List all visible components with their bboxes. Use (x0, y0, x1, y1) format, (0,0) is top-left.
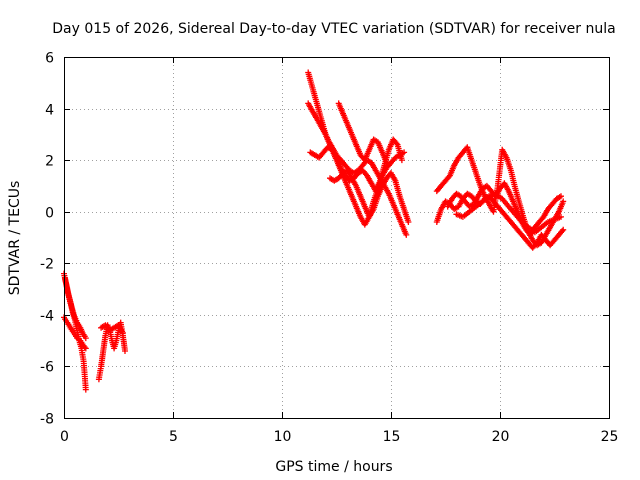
y-axis-label: SDTVAR / TECUs (7, 181, 23, 296)
data-point (393, 140, 400, 147)
y-tick-label: -2 (40, 257, 54, 273)
data-point (119, 329, 126, 336)
grid-lines (64, 57, 609, 418)
y-tick-label: 2 (45, 154, 54, 170)
x-tick-label: 10 (274, 429, 292, 445)
y-tick-label: 6 (45, 51, 54, 67)
data-point (560, 226, 567, 233)
y-tick-label: -6 (40, 360, 54, 376)
y-tick-labels: -8 -6 -4 -2 0 2 4 6 (40, 51, 54, 428)
data-point (403, 231, 410, 238)
data-point (383, 159, 390, 166)
y-tick-label: 4 (45, 103, 54, 119)
x-tick-labels: 0 5 10 15 20 25 (60, 429, 618, 445)
data-markers (61, 69, 567, 393)
data-point (398, 157, 405, 164)
axis-ticks (64, 57, 610, 419)
data-point (558, 193, 564, 200)
data-point (81, 344, 88, 351)
data-point (82, 345, 89, 352)
plot-frame (64, 57, 610, 419)
x-tick-label: 15 (383, 429, 401, 445)
data-point (559, 228, 566, 235)
data-point (82, 386, 89, 393)
data-point (82, 335, 89, 342)
chart-title: Day 015 of 2026, Sidereal Day-to-day VTE… (52, 21, 615, 37)
data-point (405, 219, 412, 225)
y-tick-label: -4 (40, 309, 54, 325)
data-point (122, 348, 128, 354)
x-axis-label: GPS time / hours (275, 459, 392, 475)
x-tick-label: 5 (169, 429, 178, 445)
x-tick-label: 25 (601, 429, 619, 445)
y-tick-label: 0 (45, 206, 54, 222)
x-tick-label: 20 (492, 429, 510, 445)
y-tick-label: -8 (40, 412, 54, 428)
x-tick-label: 0 (60, 429, 69, 445)
data-point (560, 198, 567, 205)
data-point (558, 213, 564, 220)
